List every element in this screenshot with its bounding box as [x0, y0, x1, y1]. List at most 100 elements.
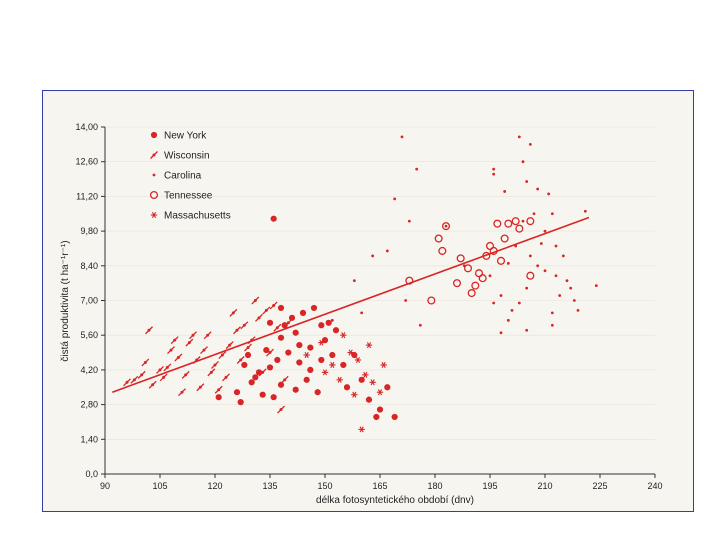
- point-carolina: [400, 135, 404, 139]
- point-new-york: [307, 344, 314, 351]
- marker-stroke: [319, 339, 324, 346]
- point-carolina: [576, 309, 580, 312]
- grid-lines: [105, 126, 655, 440]
- point-massachusetts: [365, 342, 373, 349]
- point-wisconsin: [218, 351, 227, 359]
- point-carolina: [569, 286, 573, 290]
- point-new-york: [307, 366, 314, 373]
- point-new-york: [321, 337, 329, 344]
- point-wisconsin: [269, 301, 278, 310]
- point-wisconsin: [255, 313, 263, 322]
- point-massachusetts: [340, 332, 347, 339]
- marker-core: [239, 358, 243, 362]
- point-wisconsin: [170, 336, 179, 345]
- series-carolina: [330, 135, 598, 335]
- point-tennessee: [405, 276, 414, 285]
- marker-stroke: [352, 391, 357, 398]
- marker-core: [125, 380, 129, 384]
- point-wisconsin: [262, 306, 271, 315]
- point-carolina: [547, 192, 551, 196]
- marker-core: [132, 378, 136, 382]
- figure-frame: 0,0 1,40 2,80 4,20 5,60 7,00 8,40 9,80 11,20 12,6…: [42, 90, 694, 512]
- point-new-york: [373, 413, 380, 421]
- marker-stroke: [337, 376, 342, 383]
- marker-core: [242, 323, 246, 327]
- x-tick-label: 180: [427, 481, 442, 491]
- point-carolina: [415, 167, 419, 171]
- marker-core: [162, 375, 166, 379]
- point-carolina: [521, 219, 525, 223]
- point-carolina: [499, 331, 503, 335]
- legend-label-new-york: New York: [164, 131, 207, 142]
- point-tennessee: [493, 219, 502, 228]
- marker-core: [275, 326, 279, 330]
- marker-stroke: [304, 351, 309, 359]
- point-carolina: [561, 254, 565, 258]
- point-wisconsin: [247, 336, 256, 345]
- marker-core: [217, 388, 221, 392]
- point-carolina: [330, 318, 334, 322]
- marker-core: [165, 365, 169, 369]
- point-new-york: [325, 319, 332, 326]
- series-tennessee: [405, 217, 535, 305]
- series-new-york: [215, 215, 398, 421]
- point-carolina: [554, 244, 558, 248]
- legend-item-new-york: New York: [150, 131, 207, 142]
- x-tick-label: 90: [100, 481, 110, 491]
- marker-core: [152, 153, 156, 157]
- point-wisconsin: [192, 356, 201, 364]
- series-massachusetts: [303, 332, 387, 433]
- y-tick-label: 12,60: [75, 157, 98, 167]
- legend-marker-tennessee: [149, 190, 159, 200]
- marker-stroke: [330, 361, 335, 368]
- point-wisconsin: [211, 360, 219, 369]
- point-wisconsin: [123, 378, 131, 387]
- point-massachusetts: [380, 361, 387, 368]
- point-tennessee: [500, 234, 509, 243]
- y-tick-label: 5,60: [80, 330, 98, 340]
- point-carolina: [404, 299, 408, 302]
- point-new-york: [270, 394, 277, 401]
- point-carolina: [594, 284, 598, 288]
- point-carolina: [543, 269, 547, 273]
- point-carolina: [506, 261, 510, 265]
- point-wisconsin: [181, 370, 190, 379]
- point-new-york: [303, 376, 310, 383]
- point-new-york: [270, 215, 277, 222]
- point-wisconsin: [137, 370, 146, 379]
- point-carolina: [525, 286, 529, 290]
- marker-core: [140, 373, 144, 377]
- marker-core: [169, 348, 173, 352]
- point-carolina: [514, 244, 518, 248]
- point-wisconsin: [229, 308, 238, 317]
- legend-marker-new-york: [150, 131, 158, 139]
- marker-core: [257, 316, 261, 320]
- point-carolina: [492, 301, 496, 305]
- point-carolina: [536, 187, 540, 191]
- point-carolina: [539, 242, 543, 245]
- point-carolina: [572, 299, 576, 302]
- point-massachusetts: [303, 351, 310, 359]
- point-new-york: [215, 394, 222, 401]
- point-new-york: [292, 386, 299, 393]
- point-massachusetts: [336, 376, 343, 383]
- point-new-york: [340, 361, 347, 369]
- marker-core: [235, 328, 239, 332]
- point-new-york: [329, 351, 336, 359]
- point-tennessee: [515, 224, 524, 233]
- point-carolina: [352, 279, 356, 283]
- point-tennessee: [467, 289, 476, 298]
- point-wisconsin: [240, 321, 249, 330]
- point-new-york: [233, 389, 241, 396]
- point-new-york: [277, 304, 285, 312]
- marker-core: [176, 356, 180, 360]
- legend-label-carolina: Carolina: [164, 171, 202, 182]
- point-wisconsin: [251, 296, 260, 305]
- y-tick-label: 4,20: [80, 365, 98, 375]
- y-tick-label: 8,40: [80, 261, 98, 271]
- marker-core: [195, 358, 199, 362]
- legend-label-massachusetts: Massachusetts: [164, 211, 231, 222]
- x-tick-label: 240: [647, 481, 662, 491]
- point-new-york: [237, 399, 244, 406]
